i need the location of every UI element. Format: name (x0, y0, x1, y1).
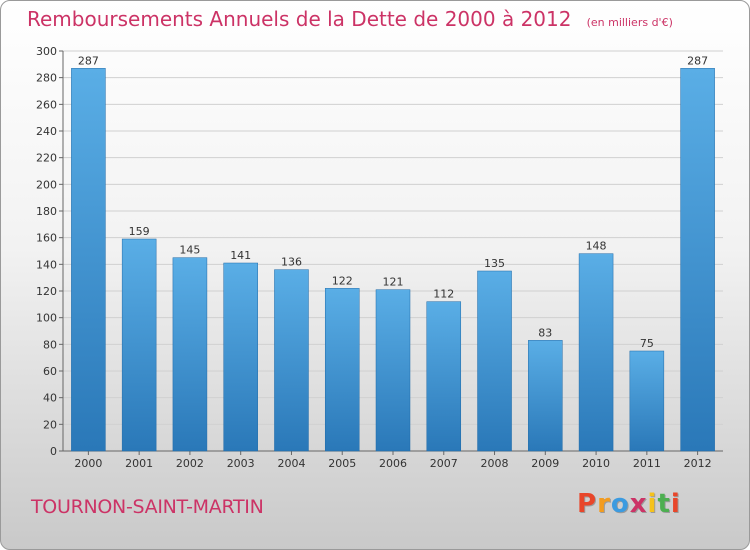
data-label: 112 (433, 288, 454, 301)
y-tick-label: 80 (43, 338, 57, 351)
bar-2010 (578, 253, 614, 452)
y-tick-label: 140 (36, 258, 57, 271)
y-tick-label: 280 (36, 72, 57, 85)
x-tick-label: 2006 (379, 457, 407, 470)
x-tick-label: 2001 (125, 457, 153, 470)
data-label: 145 (179, 244, 200, 257)
x-tick-label: 2005 (328, 457, 356, 470)
chart-subtitle: (en milliers d'€) (586, 16, 673, 29)
x-tick-label: 2004 (277, 457, 305, 470)
bar-2011 (629, 350, 665, 452)
y-tick-label: 300 (36, 45, 57, 58)
y-tick-label: 240 (36, 125, 57, 138)
data-label: 141 (230, 249, 251, 262)
bar-2008 (477, 270, 512, 452)
bar-2000 (71, 68, 106, 452)
logo-letter: P (577, 489, 598, 519)
bar-2006 (375, 289, 411, 452)
logo-letter: o (610, 489, 630, 519)
bar-2004 (274, 269, 309, 452)
y-tick-label: 20 (43, 418, 57, 431)
bar-2007 (426, 301, 462, 452)
logo-letter: i (647, 489, 658, 519)
y-tick-label: 60 (43, 365, 57, 378)
y-tick-label: 40 (43, 392, 57, 405)
axes: 0 20 40 60 80 100 120 140 160 180 200 220 240 260 280 3… (36, 45, 723, 470)
data-label: 75 (640, 337, 654, 350)
bar-2012 (680, 68, 715, 452)
y-tick-label: 120 (36, 285, 57, 298)
data-label: 121 (383, 276, 404, 289)
bar-2009 (528, 340, 563, 452)
x-tick-label: 2008 (481, 457, 509, 470)
x-tick-label: 2011 (633, 457, 661, 470)
data-labels: 287 159 145 141 136 122 121 112 135 83 148 75 287 (78, 54, 708, 350)
y-tick-label: 180 (36, 205, 57, 218)
data-label: 83 (538, 326, 552, 339)
logo-letter: t (657, 489, 671, 519)
bar-2003 (223, 262, 258, 452)
bar-2001 (121, 238, 157, 452)
x-tick-label: 2009 (531, 457, 559, 470)
chart-title: Remboursements Annuels de la Dette de 20… (27, 7, 572, 31)
data-label: 287 (78, 54, 99, 67)
y-tick-label: 200 (36, 178, 57, 191)
data-label: 122 (332, 274, 353, 287)
x-tick-label: 2003 (227, 457, 255, 470)
y-tick-label: 100 (36, 312, 57, 325)
bars (71, 68, 715, 452)
y-tick-label: 0 (50, 445, 57, 458)
x-tick-label: 2002 (176, 457, 204, 470)
town-name: TOURNON-SAINT-MARTIN (31, 496, 264, 518)
x-tick-label: 2012 (684, 457, 712, 470)
y-tick-label: 220 (36, 152, 57, 165)
y-tick-label: 160 (36, 232, 57, 245)
logo-letter: x (629, 489, 648, 519)
data-label: 287 (687, 54, 708, 67)
logo-letter: r (597, 489, 611, 519)
data-label: 135 (484, 257, 505, 270)
data-label: 136 (281, 256, 302, 269)
logo-letter: i (670, 489, 681, 519)
x-tick-label: 2007 (430, 457, 458, 470)
bar-2002 (172, 257, 208, 452)
title-row: Remboursements Annuels de la Dette de 20… (27, 7, 673, 31)
data-label: 148 (586, 240, 607, 253)
bar-2005 (324, 288, 360, 452)
data-label: 159 (129, 225, 150, 238)
x-tick-label: 2000 (74, 457, 102, 470)
x-tick-label: 2010 (582, 457, 610, 470)
proxiti-logo[interactable]: Proxiti (577, 489, 681, 519)
y-tick-label: 260 (36, 98, 57, 111)
